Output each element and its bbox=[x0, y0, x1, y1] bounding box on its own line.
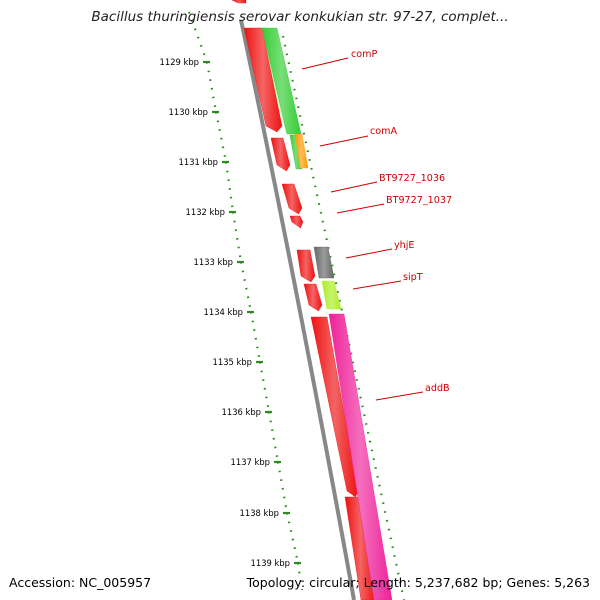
tick-dots bbox=[267, 411, 280, 463]
tick-dots bbox=[258, 361, 271, 413]
label-leader-BT9727_1036 bbox=[330, 181, 378, 193]
gene-label-BT9727_1036: BT9727_1036 bbox=[379, 173, 445, 184]
tick-dots bbox=[187, 11, 209, 63]
gene-label-BT9727_1037: BT9727_1037 bbox=[386, 195, 452, 206]
gene-mark-sipT bbox=[321, 280, 342, 310]
gene-label-addB: addB bbox=[425, 383, 450, 394]
cds-mark bbox=[289, 215, 304, 229]
gene-label-comP: comP bbox=[351, 49, 377, 60]
gene-mark-yhjE bbox=[313, 246, 335, 279]
tick-label: 1133 kbp bbox=[194, 257, 233, 267]
tick-dots bbox=[214, 111, 228, 163]
tick-label: 1136 kbp bbox=[222, 407, 261, 417]
label-leader-yhjE bbox=[345, 248, 393, 259]
gene-label-sipT: sipT bbox=[403, 272, 423, 283]
tick-label: 1130 kbp bbox=[169, 107, 208, 117]
tick-label: 1129 kbp bbox=[160, 57, 199, 67]
genome-summary: Topology: circular; Length: 5,237,682 bp… bbox=[246, 575, 590, 590]
cds-mark bbox=[344, 496, 377, 600]
label-leader-BT9727_1037 bbox=[336, 203, 385, 214]
tick-dots bbox=[205, 61, 218, 113]
tick-label: 1131 kbp bbox=[179, 157, 218, 167]
feature-tracks bbox=[231, 0, 393, 600]
tick-label: 1135 kbp bbox=[213, 357, 252, 367]
tick-dots bbox=[249, 311, 262, 363]
cds-mark bbox=[281, 183, 303, 215]
tick-label: 1139 kbp bbox=[251, 558, 290, 568]
gene-labels: comP comA BT9727_1036 BT9727_1037 yhjE sipT ad… bbox=[301, 49, 452, 401]
tick-dots bbox=[239, 261, 253, 313]
label-leader-addB bbox=[375, 391, 424, 401]
tick-dots bbox=[231, 211, 243, 263]
tick-dots bbox=[224, 161, 235, 213]
cds-mark bbox=[296, 249, 316, 283]
accession-text: Accession: NC_005957 bbox=[9, 575, 152, 590]
label-leader-sipT bbox=[352, 280, 402, 290]
tick-dots bbox=[285, 512, 300, 564]
tick-dots bbox=[276, 461, 289, 514]
cds-mark bbox=[310, 316, 359, 498]
cds-mark bbox=[270, 137, 291, 172]
label-leader-comP bbox=[301, 57, 349, 70]
map-title: Bacillus thuringiensis serovar konkukian… bbox=[91, 9, 509, 25]
backbone-line bbox=[239, 19, 356, 600]
gene-label-comA: comA bbox=[370, 126, 397, 137]
cds-mark bbox=[231, 0, 247, 4]
cds-mark bbox=[243, 27, 283, 133]
gene-mark-addB bbox=[328, 313, 393, 600]
tick-label: 1137 kbp bbox=[231, 457, 270, 467]
label-leader-comA bbox=[319, 135, 369, 147]
tick-label: 1132 kbp bbox=[186, 207, 225, 217]
tick-label: 1134 kbp bbox=[204, 307, 243, 317]
cds-mark bbox=[303, 283, 323, 312]
gene-mark-comA bbox=[294, 133, 309, 169]
gene-label-yhjE: yhjE bbox=[394, 240, 415, 251]
backbone bbox=[239, 19, 356, 600]
tick-label: 1138 kbp bbox=[240, 508, 279, 518]
